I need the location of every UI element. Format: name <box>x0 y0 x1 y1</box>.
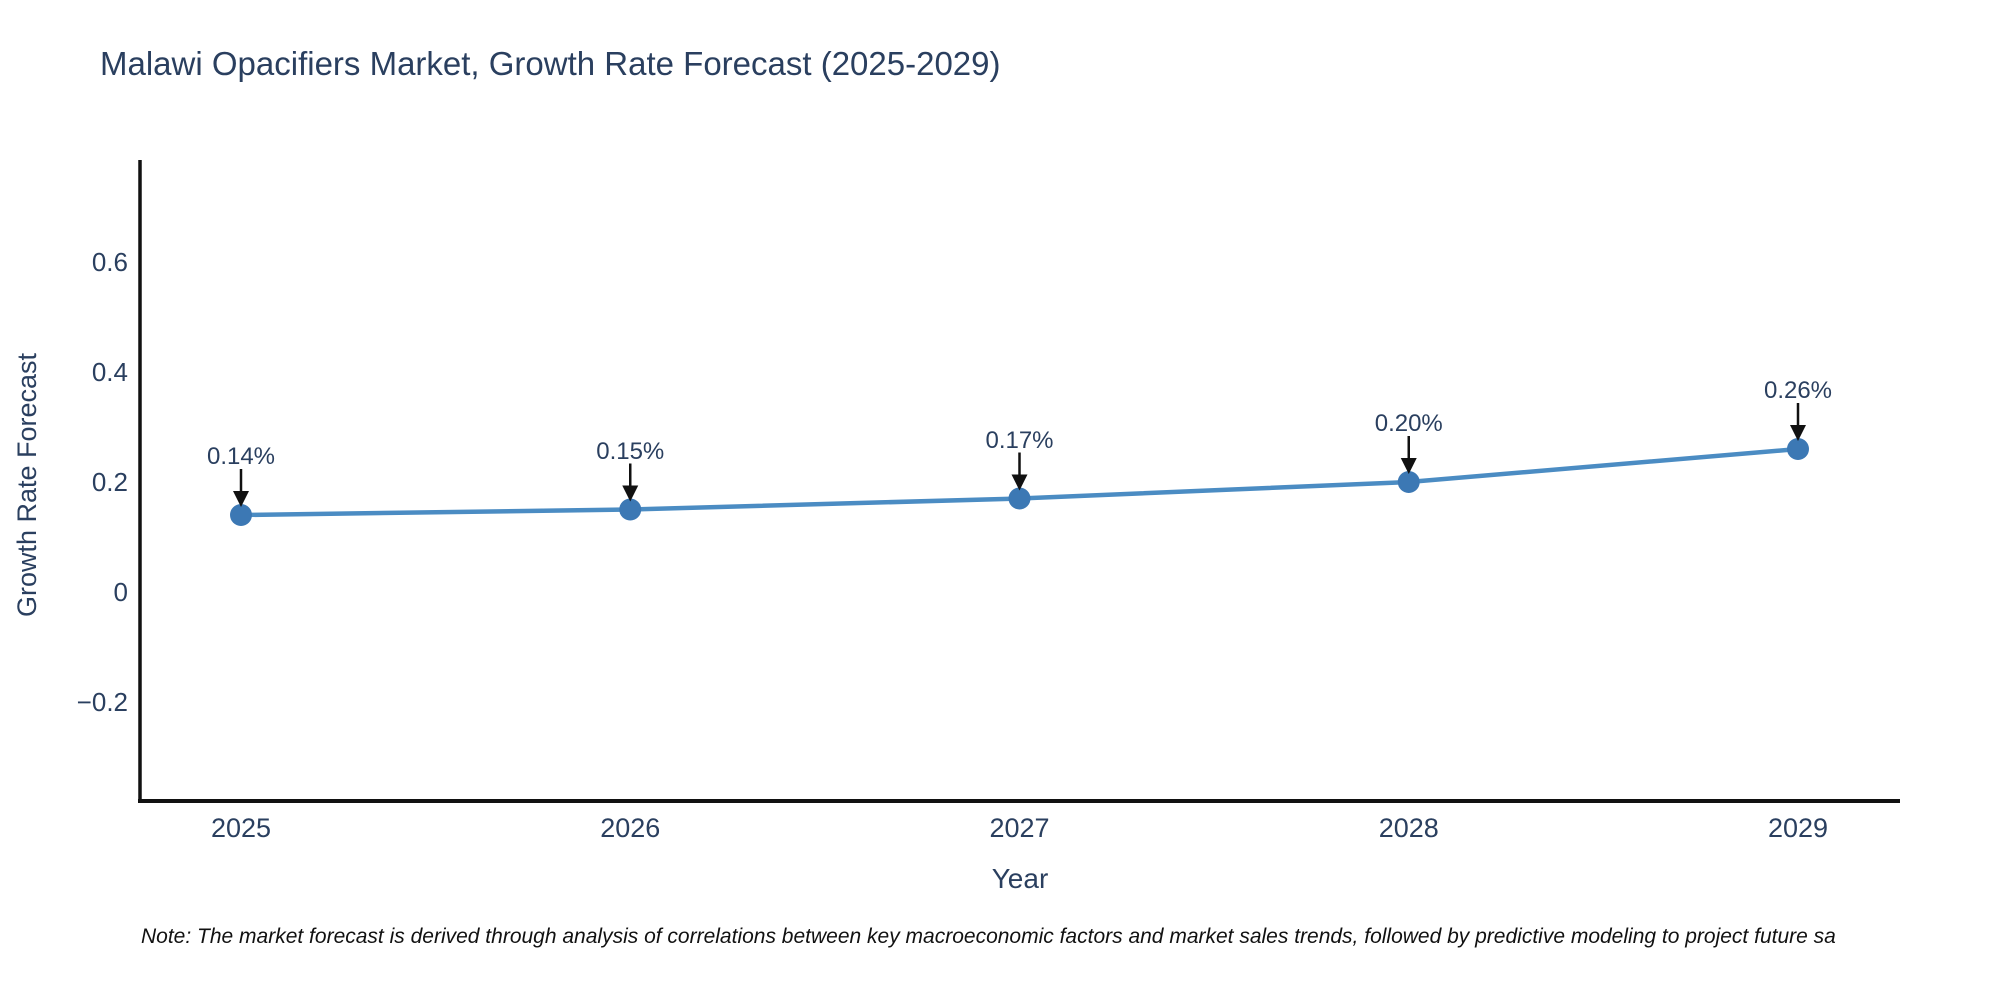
x-tick-label-2025: 2025 <box>210 813 272 843</box>
footnote: Note: The market forecast is derived thr… <box>141 925 1836 948</box>
point-value-label-2025: 0.14% <box>206 443 276 470</box>
y-tick-label-−0.2: −0.2 <box>76 687 128 717</box>
y-tick-label-0.2: 0.2 <box>91 467 128 497</box>
data-point-marker-2026[interactable] <box>619 498 642 521</box>
y-axis-title: Growth Rate Forecast <box>12 352 42 618</box>
data-point-marker-2028[interactable] <box>1397 471 1420 493</box>
y-tick-label-0.6: 0.6 <box>91 247 128 277</box>
data-point-marker-2029[interactable] <box>1787 438 1809 460</box>
annotation-arrowhead <box>1011 474 1028 491</box>
annotation-arrowhead <box>622 485 639 502</box>
chart-title: Malawi Opacifiers Market, Growth Rate Fo… <box>100 45 1001 82</box>
y-tick-label-0.4: 0.4 <box>91 357 128 387</box>
x-tick-label-2028: 2028 <box>1378 813 1439 843</box>
x-tick-label-2029: 2029 <box>1767 813 1829 843</box>
point-value-label-2026: 0.15% <box>596 437 665 465</box>
x-tick-label-2027: 2027 <box>989 813 1050 843</box>
annotation-arrowhead <box>1400 458 1417 474</box>
annotation-arrowhead <box>1790 425 1806 441</box>
x-tick-label-2026: 2026 <box>600 813 661 843</box>
annotation-arrowhead <box>233 491 249 507</box>
point-value-label-2028: 0.20% <box>1374 410 1443 437</box>
data-point-marker-2025[interactable] <box>230 504 252 526</box>
point-value-label-2027: 0.17% <box>985 426 1054 454</box>
data-point-marker-2027[interactable] <box>1008 487 1031 510</box>
point-value-label-2029: 0.26% <box>1763 377 1833 404</box>
y-tick-label-0: 0 <box>113 577 128 607</box>
x-axis-title: Year <box>991 863 1049 894</box>
